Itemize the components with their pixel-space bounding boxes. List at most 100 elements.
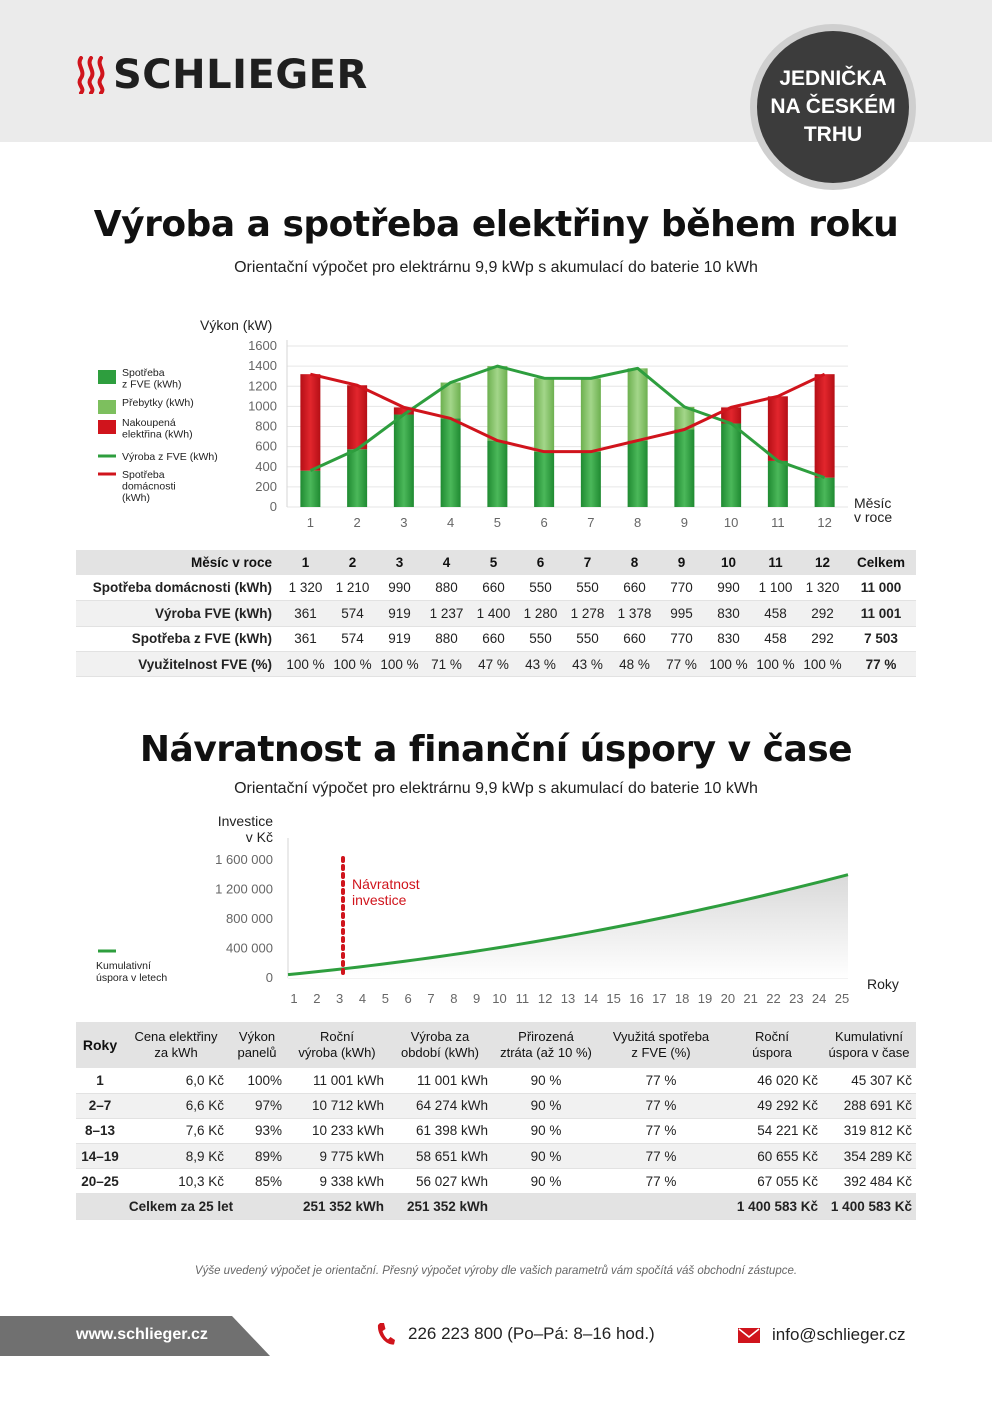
- table1-cell: 990: [705, 575, 752, 602]
- table2-cell: 85%: [228, 1168, 286, 1195]
- table2-cell: 11 001 kWh: [286, 1068, 388, 1094]
- y-tick-label: 1000: [248, 398, 277, 413]
- savings-area: [288, 874, 848, 978]
- table1-cell: 660: [611, 626, 658, 653]
- table2-cell: 77 %: [600, 1093, 722, 1119]
- table2-header-cell: Přirozená ztráta (až 10 %): [492, 1022, 600, 1068]
- table2-total-cell: 251 352 kWh: [286, 1193, 388, 1220]
- table2-total-cell: 1 400 583 Kč: [722, 1193, 822, 1220]
- table1-cell: 660: [470, 575, 517, 602]
- table1-cell: 43 %: [517, 651, 564, 678]
- phone-number: 226 223 800 (Po–Pá: 8–16 hod.): [408, 1324, 655, 1343]
- table2-cell: 7,6 Kč: [124, 1118, 228, 1145]
- table1-month-header: 11: [752, 550, 799, 576]
- y-tick-label: 1 200 000: [215, 882, 273, 897]
- table2-cell: 1: [76, 1068, 124, 1094]
- table2-cell: 60 655 Kč: [722, 1143, 822, 1170]
- legend-label: Přebytky (kWh): [122, 397, 194, 409]
- table2-header-cell: Využitá spotřeba z FVE (%): [600, 1022, 722, 1068]
- y-tick-label: 400 000: [226, 941, 273, 956]
- table2-cell: 61 398 kWh: [388, 1118, 492, 1145]
- table1-row-label: Využitelnost FVE (%): [76, 651, 282, 678]
- table1-total-header: Celkem: [846, 550, 916, 576]
- table1-cell: 660: [470, 626, 517, 653]
- table2-header-cell: Roční úspora: [722, 1022, 822, 1068]
- table2-cell: 54 221 Kč: [722, 1118, 822, 1145]
- legend-swatch: [98, 400, 116, 414]
- table1-cell: 1 100: [752, 575, 799, 602]
- legend-swatch: [98, 420, 116, 434]
- x-tick-label: 10: [492, 991, 506, 1006]
- x-tick-label: 15: [606, 991, 620, 1006]
- table2-cell: 10 233 kWh: [286, 1118, 388, 1145]
- table2-header-line: Roční: [320, 1029, 354, 1044]
- website-link[interactable]: www.schlieger.cz: [76, 1326, 208, 1343]
- table2-cell: 90 %: [492, 1143, 600, 1170]
- x-tick-label: 6: [405, 991, 412, 1006]
- badge-line-2: NA ČESKÉM: [770, 95, 896, 118]
- legend-label: domácnosti: [122, 481, 176, 493]
- phone-icon: [377, 1323, 395, 1345]
- savings-table: Roky Cena elektřiny za kWh Výkon panelů Roční…: [76, 1022, 916, 1220]
- table2-header-cell: Výroba za období (kWh): [388, 1022, 492, 1068]
- x-tick-label: 19: [698, 991, 712, 1006]
- bar-self-consumption: [300, 470, 321, 507]
- x-tick-label: 10: [724, 515, 738, 530]
- table1-cell: 1 210: [329, 575, 376, 602]
- x-tick-label: 2: [354, 515, 361, 530]
- table1-month-header: 12: [799, 550, 846, 576]
- y-tick-label: 400: [255, 459, 277, 474]
- phone-contact[interactable]: 226 223 800 (Po–Pá: 8–16 hod.): [376, 1322, 655, 1346]
- table2-cell: 58 651 kWh: [388, 1143, 492, 1170]
- brand-logo[interactable]: SCHLIEGER: [75, 52, 368, 98]
- x-tick-label: 4: [447, 515, 454, 530]
- table2-cell: 9 775 kWh: [286, 1143, 388, 1170]
- table1-cell: 100 %: [752, 651, 799, 678]
- table1-cell: 550: [564, 575, 611, 602]
- table2-total-row: Celkem za 25 let 251 352 kWh 251 352 kWh 1 …: [76, 1193, 916, 1220]
- mail-icon: [738, 1327, 760, 1343]
- y-tick-label: 800 000: [226, 911, 273, 926]
- x-tick-label: 8: [634, 515, 641, 530]
- table1-cell: 361: [282, 600, 329, 627]
- table1-cell: 550: [564, 626, 611, 653]
- table1-month-header: 2: [329, 550, 376, 576]
- x-tick-label: 4: [359, 991, 366, 1006]
- table1-cell: 574: [329, 600, 376, 627]
- table1-header-row: Měsíc v roce 1 2 3 4 5 6 7 8 9 10 11 12 Celkem: [76, 550, 916, 576]
- table1-cell: 880: [423, 575, 470, 602]
- table2-cell: 77 %: [600, 1068, 722, 1094]
- table1-cell: 919: [376, 600, 423, 627]
- legend-label: z FVE (kWh): [122, 379, 182, 391]
- legend-label: úspora v letech: [96, 972, 167, 984]
- legend-label: Kumulativní: [96, 960, 151, 972]
- table1-cell: 1 278: [564, 600, 611, 627]
- table1-month-header: 7: [564, 550, 611, 576]
- heat-waves-logo-icon: [77, 56, 105, 94]
- bar-purchased: [300, 374, 321, 471]
- x-tick-label: 23: [789, 991, 803, 1006]
- bar-self-consumption: [814, 477, 835, 507]
- table1-cell: 1 320: [282, 575, 329, 602]
- table1-row-label: Spotřeba z FVE (kWh): [76, 626, 282, 653]
- table2-total-cell: [492, 1193, 722, 1220]
- x-tick-label: 5: [494, 515, 501, 530]
- section2-title: Návratnost a finanční úspory v čase: [139, 729, 853, 770]
- legend-label: Nakoupená: [122, 417, 176, 429]
- table2-header-line: Přirozená: [518, 1029, 574, 1044]
- bar-self-consumption: [487, 440, 508, 507]
- table2-header-cell: Cena elektřiny za kWh: [124, 1022, 228, 1068]
- table1-row-total: 77 %: [846, 651, 916, 678]
- legend-label: (kWh): [122, 492, 150, 504]
- x-tick-label: 7: [587, 515, 594, 530]
- y-tick-label: 1400: [248, 358, 277, 373]
- legend-label: elektřina (kWh): [122, 429, 193, 441]
- table2-cell: 14–19: [76, 1143, 124, 1170]
- email-contact[interactable]: info@schlieger.cz: [738, 1325, 906, 1345]
- y-axis-title-line-1: Investice: [218, 813, 273, 829]
- table1-row-total: 7 503: [846, 626, 916, 653]
- legend-swatch: [98, 370, 116, 384]
- section1-title: Výroba a spotřeba elektřiny během roku: [93, 204, 899, 245]
- bar-purchased: [767, 396, 788, 461]
- table2-cell: 93%: [228, 1118, 286, 1145]
